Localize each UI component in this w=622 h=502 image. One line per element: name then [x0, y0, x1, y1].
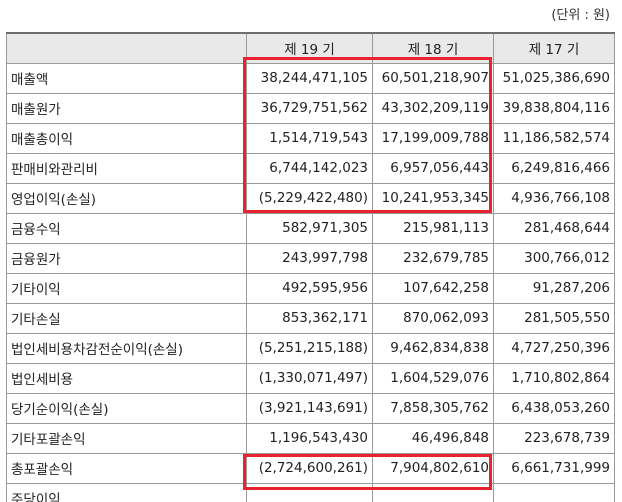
row-label: 금융원가 — [6, 242, 247, 274]
row-label: 주당이익 — [6, 482, 247, 502]
value-period-17: 300,766,012 — [493, 242, 615, 274]
row-label: 기타포괄손익 — [6, 422, 247, 454]
value-period-19: (1,330,071,497) — [246, 362, 373, 394]
value-period-18: 9,462,834,838 — [372, 332, 494, 364]
value-period-18: 43,302,209,119 — [372, 92, 494, 124]
value-period-19: 582,971,305 — [246, 212, 373, 244]
table-row: 금융수익 582,971,305 215,981,113 281,468,644 — [6, 212, 615, 244]
value-period-17: 51,025,386,690 — [493, 62, 615, 94]
table-row: 금융원가 243,997,798 232,679,785 300,766,012 — [6, 242, 615, 274]
value-period-18: 10,241,953,345 — [372, 182, 494, 214]
value-period-18: 215,981,113 — [372, 212, 494, 244]
value-period-19: 1,196,543,430 — [246, 422, 373, 454]
table-row: 법인세비용 (1,330,071,497) 1,604,529,076 1,710,8… — [6, 362, 615, 394]
value-period-19: (5,229,422,480) — [246, 182, 373, 214]
value-period-19: 853,362,171 — [246, 302, 373, 334]
value-period-18: 870,062,093 — [372, 302, 494, 334]
value-period-17: 4,936,766,108 — [493, 182, 615, 214]
value-period-18: 7,904,802,610 — [372, 452, 494, 484]
value-period-18: 107,642,258 — [372, 272, 494, 304]
header-item-column — [6, 32, 247, 64]
value-period-17: 281,505,550 — [493, 302, 615, 334]
value-period-17 — [493, 482, 615, 502]
value-period-19: (5,251,215,188) — [246, 332, 373, 364]
value-period-18: 6,957,056,443 — [372, 152, 494, 184]
table-row: 기타손실 853,362,171 870,062,093 281,505,550 — [6, 302, 615, 334]
value-period-18: 232,679,785 — [372, 242, 494, 274]
value-period-19: 1,514,719,543 — [246, 122, 373, 154]
value-period-19 — [246, 482, 373, 502]
header-period-17: 제 17 기 — [493, 32, 615, 64]
value-period-18: 7,858,305,762 — [372, 392, 494, 424]
row-label: 당기순이익(손실) — [6, 392, 247, 424]
value-period-18: 17,199,009,788 — [372, 122, 494, 154]
value-period-19: (2,724,600,261) — [246, 452, 373, 484]
value-period-19: 243,997,798 — [246, 242, 373, 274]
table-row: 매출총이익 1,514,719,543 17,199,009,788 11,186,5… — [6, 122, 615, 154]
value-period-17: 4,727,250,396 — [493, 332, 615, 364]
value-period-17: 6,661,731,999 — [493, 452, 615, 484]
value-period-17: 91,287,206 — [493, 272, 615, 304]
table-row: 당기순이익(손실) (3,921,143,691) 7,858,305,762 6,4… — [6, 392, 615, 424]
row-label: 매출총이익 — [6, 122, 247, 154]
row-label: 기타손실 — [6, 302, 247, 334]
table-row: 총포괄손익 (2,724,600,261) 7,904,802,610 6,661,7… — [6, 452, 615, 484]
value-period-18: 46,496,848 — [372, 422, 494, 454]
row-label: 법인세비용차감전순이익(손실) — [6, 332, 247, 364]
header-period-19: 제 19 기 — [246, 32, 373, 64]
table-row: 주당이익 — [6, 482, 615, 502]
table-header-row: 제 19 기 제 18 기 제 17 기 — [6, 32, 615, 64]
value-period-17: 39,838,804,116 — [493, 92, 615, 124]
value-period-18: 1,604,529,076 — [372, 362, 494, 394]
value-period-17: 223,678,739 — [493, 422, 615, 454]
table-body: 매출액 38,244,471,105 60,501,218,907 51,025,38… — [6, 62, 615, 502]
unit-label: (단위 : 원) — [551, 8, 610, 23]
row-label: 법인세비용 — [6, 362, 247, 394]
table-row: 기타포괄손익 1,196,543,430 46,496,848 223,678,739 — [6, 422, 615, 454]
value-period-17: 11,186,582,574 — [493, 122, 615, 154]
table-row: 영업이익(손실) (5,229,422,480) 10,241,953,345 4,9… — [6, 182, 615, 214]
value-period-19: (3,921,143,691) — [246, 392, 373, 424]
row-label: 판매비와관리비 — [6, 152, 247, 184]
value-period-19: 38,244,471,105 — [246, 62, 373, 94]
row-label: 총포괄손익 — [6, 452, 247, 484]
table-row: 매출액 38,244,471,105 60,501,218,907 51,025,38… — [6, 62, 615, 94]
value-period-19: 36,729,751,562 — [246, 92, 373, 124]
row-label: 매출원가 — [6, 92, 247, 124]
table-row: 매출원가 36,729,751,562 43,302,209,119 39,838,8… — [6, 92, 615, 124]
header-period-18: 제 18 기 — [372, 32, 494, 64]
row-label: 영업이익(손실) — [6, 182, 247, 214]
row-label: 매출액 — [6, 62, 247, 94]
value-period-19: 6,744,142,023 — [246, 152, 373, 184]
row-label: 금융수익 — [6, 212, 247, 244]
value-period-17: 281,468,644 — [493, 212, 615, 244]
value-period-17: 6,249,816,466 — [493, 152, 615, 184]
row-label: 기타이익 — [6, 272, 247, 304]
table-row: 기타이익 492,595,956 107,642,258 91,287,206 — [6, 272, 615, 304]
income-statement-table: 제 19 기 제 18 기 제 17 기 매출액 38,244,471,105 60… — [6, 32, 615, 502]
value-period-17: 6,438,053,260 — [493, 392, 615, 424]
table-row: 판매비와관리비 6,744,142,023 6,957,056,443 6,249,8… — [6, 152, 615, 184]
value-period-18: 60,501,218,907 — [372, 62, 494, 94]
value-period-19: 492,595,956 — [246, 272, 373, 304]
value-period-18 — [372, 482, 494, 502]
table-row: 법인세비용차감전순이익(손실) (5,251,215,188) 9,462,834,… — [6, 332, 615, 364]
value-period-17: 1,710,802,864 — [493, 362, 615, 394]
